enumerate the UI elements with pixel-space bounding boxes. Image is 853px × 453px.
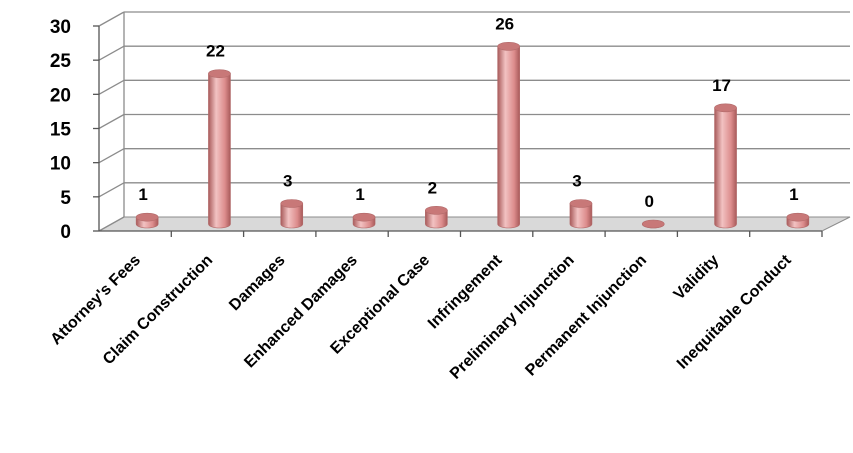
bars	[135, 42, 810, 229]
bar-top	[786, 212, 810, 222]
bar	[280, 199, 304, 229]
data-label: 1	[789, 185, 798, 204]
data-labels: 1 22 3 1 2 26 3 0 17 1	[138, 14, 798, 211]
bar-body	[280, 203, 304, 229]
gridline-depth	[98, 148, 125, 164]
bar	[352, 212, 376, 229]
bar	[497, 42, 520, 229]
bar-top	[280, 199, 304, 208]
bar	[208, 69, 231, 229]
bar-top	[714, 103, 737, 113]
data-label: 3	[283, 172, 292, 191]
bar	[714, 103, 737, 229]
data-label: 22	[206, 42, 225, 61]
data-label: 0	[645, 192, 654, 211]
bar-body	[569, 203, 593, 229]
bar-top	[135, 212, 159, 222]
x-category-label: Preliminary Injunction	[447, 252, 578, 383]
bar	[641, 219, 665, 229]
x-category-label: Infringement	[425, 251, 506, 332]
bar-body	[497, 46, 520, 229]
gridline-depth	[98, 113, 125, 130]
data-label: 17	[712, 76, 731, 95]
gridline-depth	[98, 182, 125, 198]
y-tick-label: 20	[50, 85, 71, 106]
bar-top	[497, 42, 520, 51]
x-category-label: Permanent Injunction	[522, 252, 650, 380]
bar-top	[352, 212, 376, 222]
gridline-depth	[98, 79, 125, 95]
bar	[425, 206, 448, 229]
bar-top	[208, 69, 231, 78]
gridline-depth	[98, 11, 125, 27]
bar-top	[569, 199, 593, 208]
gridline-depth	[98, 216, 125, 232]
bar-body	[208, 73, 231, 229]
y-tick-label: 10	[50, 154, 71, 175]
data-label: 2	[428, 178, 437, 197]
bar	[569, 199, 593, 229]
bar	[135, 212, 159, 229]
y-tick-label: 30	[50, 17, 71, 38]
data-label: 26	[495, 14, 514, 33]
y-tick-label: 15	[50, 120, 72, 141]
bar	[786, 212, 810, 229]
y-tick-label: 25	[50, 51, 72, 72]
data-label: 3	[572, 172, 581, 191]
x-category-label: Validity	[671, 252, 723, 304]
data-label: 1	[138, 185, 147, 204]
bar-body	[714, 107, 737, 229]
bar-top	[425, 206, 448, 215]
gridline-depth	[98, 45, 125, 61]
y-tick-label: 0	[60, 222, 71, 243]
data-label: 1	[355, 185, 364, 204]
y-tick-label: 5	[60, 188, 71, 209]
bar-top	[641, 219, 665, 229]
bar-body	[425, 210, 448, 229]
x-category-label: Damages	[226, 252, 288, 314]
